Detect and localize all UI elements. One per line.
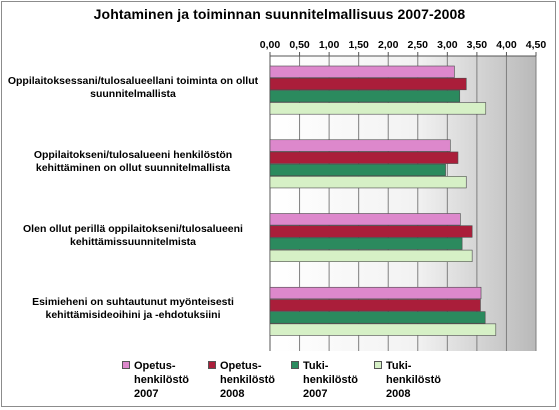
bar-4-3 (269, 249, 473, 263)
category-label: Esimieheni on suhtautunut myönteisesti ke… (2, 296, 264, 322)
bar-3-3 (269, 237, 463, 250)
bar-3-1 (269, 90, 461, 103)
bar-4-1 (269, 102, 487, 115)
x-tick-label: 3,50 (467, 39, 488, 51)
chart-title: Johtaminen ja toiminnan suunnitelmallisu… (93, 6, 466, 22)
x-tick-label: 0,00 (260, 39, 281, 51)
category-label-line: kehittäminen on ollut suunnitelmallista (35, 161, 231, 174)
category-label-line: kehittämissuunnitelmista (69, 235, 197, 248)
legend-swatch (208, 361, 216, 369)
x-tick-label: 4,00 (496, 39, 517, 51)
bar-1-3 (269, 213, 461, 226)
category-label-line: kehittämisideoihini ja -ehdotuksiini (45, 309, 221, 322)
category-label: Oppilaitokseni/tulosalueeni henkilöstön k… (2, 149, 264, 175)
bar-3-4 (269, 311, 486, 324)
category-label: Oppilaitoksessani/tulosalueellani toimin… (2, 75, 264, 101)
legend-label: Opetus- henkilöstö 2007 (134, 360, 190, 400)
bar-2-3 (269, 225, 473, 238)
bar-3-2 (269, 163, 446, 177)
legend-label: Tuki- henkilöstö 2008 (386, 360, 442, 400)
x-tick-label: 1,50 (348, 39, 369, 51)
category-label-line: Oppilaitoksessani/tulosalueellani toimin… (7, 75, 259, 87)
bar-1-4 (269, 286, 482, 300)
legend-label: Tuki- henkilöstö 2007 (303, 360, 359, 400)
x-tick-label: 0,50 (289, 39, 310, 51)
legend-swatch (374, 361, 382, 369)
bar-1-2 (269, 139, 451, 152)
bar-2-2 (269, 151, 459, 164)
category-label-line: Esimieheni on suhtautunut myönteisesti (32, 296, 234, 309)
category-label-line: Oppilaitokseni/tulosalueeni henkilöstön (33, 148, 233, 161)
x-tick-label: 1,00 (319, 39, 340, 51)
category-label-line: Olen ollut perillä oppilaitokseni/tulosa… (23, 222, 243, 235)
x-tick-label: 4,50 (526, 39, 547, 51)
x-tick-label: 2,50 (408, 39, 429, 51)
legend-label: Opetus- henkilöstö 2008 (220, 360, 276, 400)
bar-1-1 (269, 65, 455, 78)
bar-2-1 (269, 77, 467, 91)
legend-swatch (122, 361, 130, 369)
x-tick-label: 3,00 (437, 39, 458, 51)
bar-4-2 (269, 176, 467, 189)
bar-2-4 (269, 299, 481, 312)
legend-swatch (291, 361, 299, 369)
x-tick-label: 2,00 (378, 39, 399, 51)
category-label: Olen ollut perillä oppilaitokseni/tulosa… (2, 223, 264, 249)
category-label-line: suunnitelmallista (90, 88, 176, 100)
bar-4-4 (269, 323, 497, 336)
